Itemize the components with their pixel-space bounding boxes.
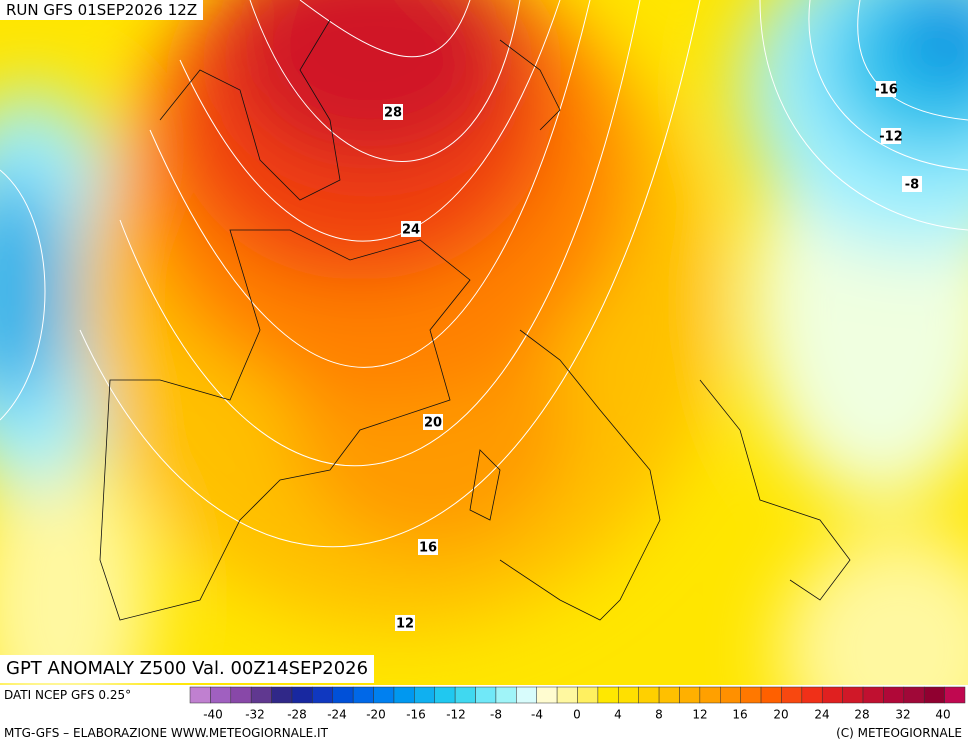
colorbar-label: 32 xyxy=(895,708,910,722)
map-title: GPT ANOMALY Z500 Val. 00Z14SEP2026 xyxy=(0,655,375,683)
colorbar-swatch xyxy=(210,686,232,704)
colorbar-label: -32 xyxy=(245,708,265,722)
colorbar-label: -16 xyxy=(406,708,426,722)
credit-left: MTG-GFS – ELABORAZIONE WWW.METEOGIORNALE… xyxy=(4,726,328,740)
colorbar-label: 0 xyxy=(573,708,581,722)
colorbar-swatch xyxy=(679,686,701,704)
colorbar-label: -24 xyxy=(327,708,347,722)
colorbar-swatch xyxy=(658,686,680,704)
colorbar-label: -28 xyxy=(287,708,307,722)
colorbar-swatch xyxy=(903,686,925,704)
colorbar-swatch xyxy=(862,686,884,704)
colorbar-label: 16 xyxy=(732,708,747,722)
contour-label: -12 xyxy=(879,130,903,145)
contour-label: -16 xyxy=(874,83,898,98)
colorbar-swatch xyxy=(801,686,823,704)
colorbar-swatch xyxy=(434,686,456,704)
contour-label-bg xyxy=(423,414,443,430)
colorbar-swatch xyxy=(781,686,803,704)
contour-label-bg xyxy=(881,128,901,144)
colorbar-label: 28 xyxy=(854,708,869,722)
colorbar-swatch xyxy=(556,686,578,704)
colorbar-swatch xyxy=(495,686,517,704)
colorbar-swatch xyxy=(923,686,945,704)
colorbar-swatch xyxy=(638,686,660,704)
colorbar-label: -8 xyxy=(490,708,502,722)
colorbar-swatch xyxy=(516,686,537,704)
colorbar-label: 8 xyxy=(655,708,663,722)
colorbar-swatch xyxy=(577,686,599,704)
colorbar-swatch xyxy=(332,686,354,704)
contour-label: 12 xyxy=(396,617,414,632)
colorbar-swatch xyxy=(393,686,415,704)
colorbar-swatch xyxy=(760,686,782,704)
colorbar-label: -40 xyxy=(203,708,223,722)
colorbar-swatch xyxy=(250,686,272,704)
colorbar-label: 20 xyxy=(773,708,788,722)
contour-label-bg xyxy=(383,104,403,120)
credit-right: (C) METEOGIORNALE xyxy=(836,726,962,740)
colorbar-swatch xyxy=(618,686,639,704)
colorbar-swatch xyxy=(944,686,966,704)
colorbar-swatch xyxy=(475,686,497,704)
colorbar-swatch xyxy=(883,686,905,704)
colorbar-swatch xyxy=(373,686,395,704)
colorbar-label: -4 xyxy=(531,708,543,722)
colorbar-swatch xyxy=(597,686,619,704)
contour-label-bg xyxy=(902,176,922,192)
colorbar-swatch xyxy=(740,686,762,704)
colorbar-label: -20 xyxy=(366,708,386,722)
source-label: DATI NCEP GFS 0.25° xyxy=(4,688,132,702)
colorbar-swatch xyxy=(414,686,435,704)
colorbar-swatch xyxy=(271,686,293,704)
colorbar-swatch xyxy=(821,686,843,704)
colorbar-swatch xyxy=(699,686,721,704)
colorbar-swatch xyxy=(454,686,476,704)
colorbar-swatch xyxy=(230,686,252,704)
contour-label-bg xyxy=(876,81,896,97)
colorbar-label: -12 xyxy=(446,708,466,722)
contour-label-bg xyxy=(395,615,415,631)
contour-label: 28 xyxy=(384,106,402,121)
contour-lines xyxy=(0,0,968,548)
coastlines xyxy=(99,19,851,621)
colorbar-swatch xyxy=(536,686,558,704)
colorbar-swatch xyxy=(291,686,313,704)
colorbar-swatch xyxy=(352,686,374,704)
contour-label: -8 xyxy=(905,178,919,193)
colorbar-swatch xyxy=(720,686,741,704)
contour-label-bg xyxy=(401,221,421,237)
contour-label: 16 xyxy=(419,541,437,556)
anomaly-map: -16 -12 -8 28 24 20 16 12 xyxy=(0,0,968,685)
contour-label-bg xyxy=(418,539,438,555)
contour-label: 20 xyxy=(424,416,442,431)
colorbar-swatch xyxy=(842,686,864,704)
colorbar-label: 40 xyxy=(935,708,950,722)
colorbar-swatch xyxy=(312,686,334,704)
colorbar: -40 -32 -28 -24 -20 -16 -12 -8 -4 0 4 8 12 16 20 24 28 32… xyxy=(189,686,966,722)
run-label: RUN GFS 01SEP2026 12Z xyxy=(0,0,204,20)
colorbar-label: 4 xyxy=(614,708,622,722)
colorbar-label: 24 xyxy=(814,708,829,722)
color-field xyxy=(0,0,968,685)
colorbar-label: 12 xyxy=(692,708,707,722)
contour-label: 24 xyxy=(402,223,420,238)
colorbar-swatch xyxy=(189,686,211,704)
